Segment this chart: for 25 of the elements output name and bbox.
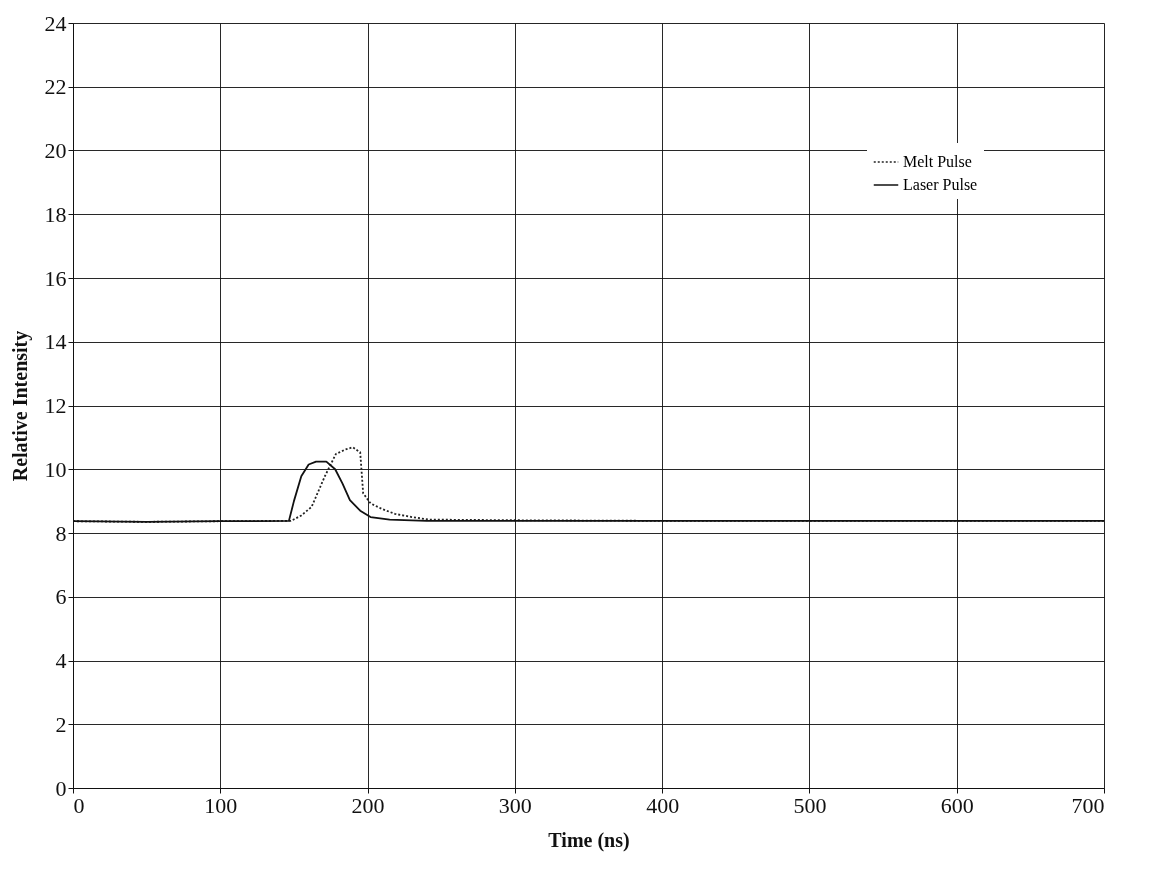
y-tick-label: 24 (44, 10, 67, 36)
y-tick-label: 6 (55, 584, 67, 610)
y-tick-label: 4 (55, 648, 67, 673)
x-tick-label: 100 (204, 792, 238, 818)
x-axis-title: Time (ns) (548, 828, 630, 852)
y-tick-label: 20 (44, 138, 67, 163)
x-tick-label: 0 (73, 792, 85, 818)
y-tick-label: 14 (44, 329, 67, 355)
y-tick-label: 2 (55, 711, 67, 737)
x-tick-label: 700 (1071, 792, 1105, 818)
y-tick-label: 12 (44, 393, 67, 418)
y-tick-label: 16 (44, 265, 67, 291)
y-tick-label: 8 (55, 520, 67, 546)
y-tick-label: 10 (44, 456, 67, 482)
legend-label: Laser Pulse (903, 176, 978, 193)
x-tick-label: 400 (646, 792, 680, 818)
y-tick-label: 0 (55, 775, 67, 801)
x-tick-label: 300 (498, 792, 532, 818)
legend-label: Melt Pulse (903, 153, 972, 170)
y-axis-title: Relative Intensity (8, 330, 32, 482)
x-tick-label: 500 (793, 792, 827, 818)
x-tick-label: 200 (351, 792, 385, 818)
x-tick-label: 600 (940, 792, 974, 818)
y-tick-label: 22 (44, 74, 67, 100)
y-tick-label: 18 (44, 201, 67, 227)
